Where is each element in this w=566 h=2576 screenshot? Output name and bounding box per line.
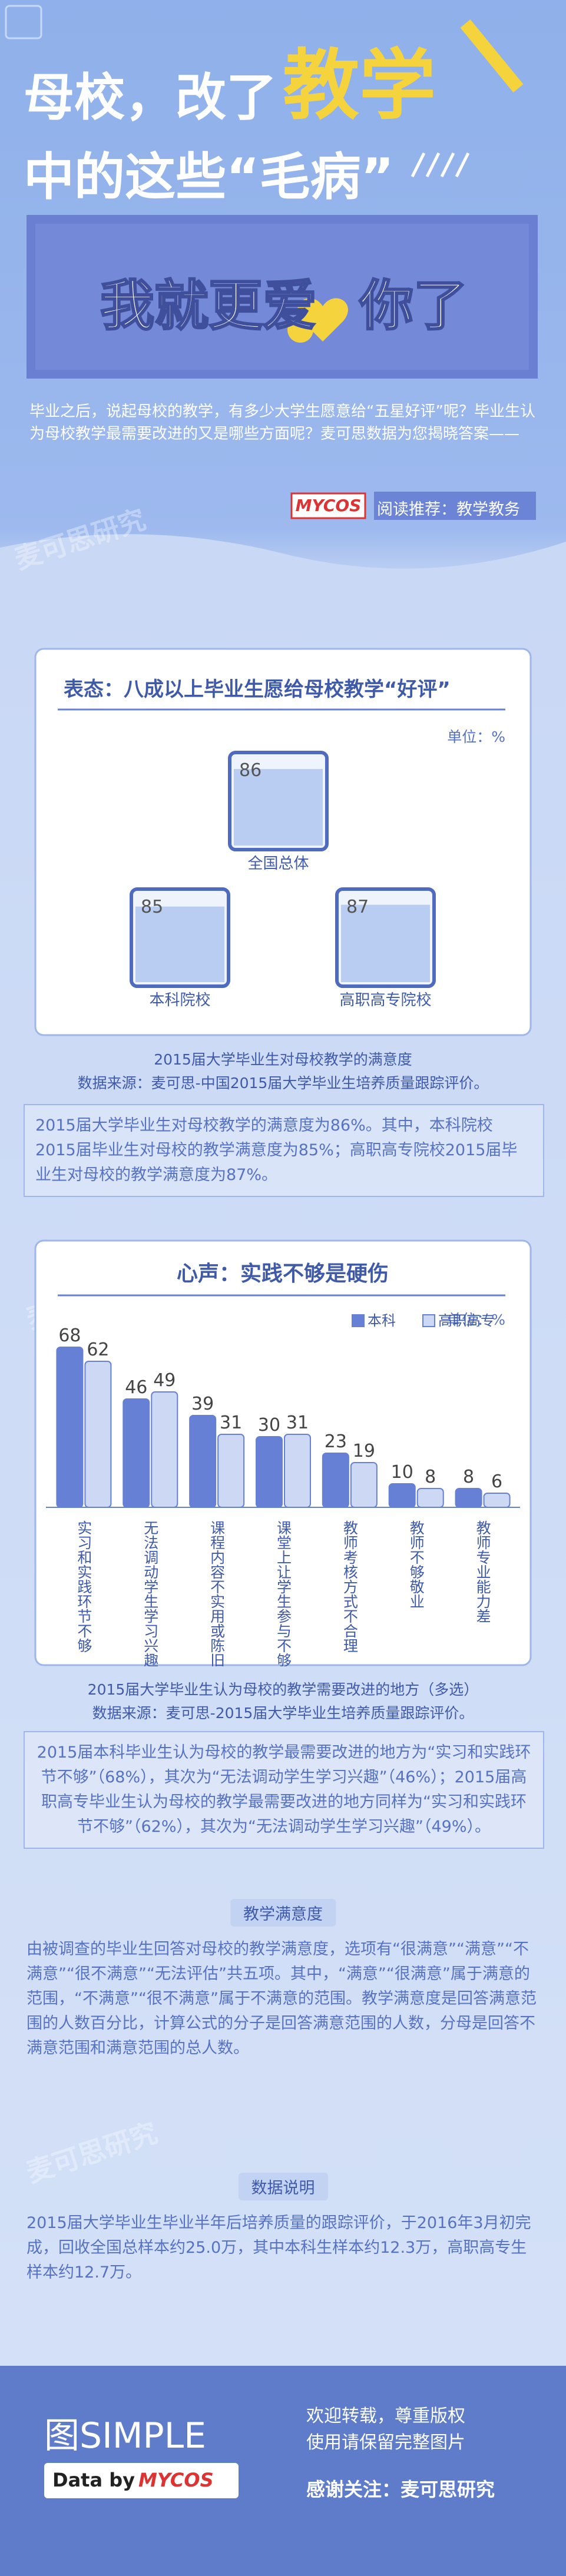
category-label: 高职高专院校 — [339, 992, 431, 1009]
footer-line: 感谢关注：麦可思研究 — [306, 2478, 495, 2501]
bar — [189, 1415, 217, 1508]
title-line2: 中的这些“毛病” — [24, 148, 395, 207]
title-highlight: 教学 — [283, 41, 436, 130]
bar — [256, 1436, 283, 1508]
unit: 单位：% — [447, 728, 505, 745]
bar — [350, 1462, 378, 1508]
badge-bar — [374, 492, 536, 520]
legend-label: 本科 — [368, 1312, 396, 1329]
intro: 毕业之后，说起母校的教学，有多少大学生愿意给“五星好评”呢？毕业生认为母校教学最… — [29, 403, 535, 443]
badge-text: 阅读推荐：教学教务 — [377, 500, 520, 519]
note-text: 由被调查的毕业生回答对母校的教学满意度，选项有“很满意”“满意”“不满意”“很不… — [27, 1940, 537, 2057]
banner-text1: 我就更爱 — [99, 274, 317, 339]
bar — [284, 1434, 311, 1508]
bar — [217, 1434, 245, 1508]
source: 数据来源：麦可思-2015届大学毕业生培养质量跟踪评价。 — [92, 1705, 474, 1722]
bar — [416, 1488, 444, 1508]
footer-line: 使用请保留完整图片 — [306, 2432, 465, 2453]
summary: 2015届大学毕业生对母校教学的满意度为86%。其中，本科院校2015届毕业生对… — [24, 1104, 544, 1197]
footer: 图SIMPLE Data by MYCOS 欢迎转载，尊重版权 使用请保留完整图… — [0, 2366, 566, 2576]
category-label: 教师专业能力差 — [474, 1520, 491, 1623]
watermark: 麦可思研究 — [22, 2116, 161, 2189]
pencil — [460, 19, 524, 92]
value-label: 49 — [153, 1370, 176, 1391]
footer-line: 欢迎转载，尊重版权 — [306, 2406, 465, 2426]
note-title: 教学满意度 — [230, 1899, 336, 1927]
glass-water — [135, 906, 224, 982]
bar — [84, 1361, 112, 1508]
glass — [228, 751, 329, 851]
value-label: 62 — [87, 1340, 109, 1360]
value-label: 85 — [141, 897, 163, 917]
banner-inner — [35, 224, 529, 370]
category-label: 本科院校 — [149, 992, 210, 1009]
smiley — [287, 317, 313, 343]
caption: 2015届大学毕业生认为母校的教学需要改进的地方（多选） — [87, 1681, 479, 1698]
footer-data-by: Data by — [52, 2469, 135, 2491]
value-label: 31 — [286, 1413, 309, 1433]
glass — [335, 887, 436, 988]
chart-title: 心声：实践不够是硬伤 — [177, 1262, 389, 1286]
value-label: 68 — [58, 1325, 81, 1346]
category-label: 课堂上让学生参与不够 — [275, 1520, 292, 1666]
caption: 2015届大学毕业生对母校教学的满意度 — [154, 1051, 412, 1068]
bar — [388, 1483, 416, 1508]
glass-water — [234, 769, 323, 846]
legend-label: 高职高专 — [438, 1312, 495, 1329]
glass — [130, 887, 230, 988]
footer-brand: 图SIMPLE — [44, 2415, 207, 2456]
value-label: 6 — [491, 1471, 502, 1492]
bar — [483, 1493, 511, 1508]
footer-logo: MYCOS — [138, 2469, 214, 2491]
header-art — [0, 5, 566, 595]
value-label: 86 — [239, 760, 262, 781]
value-label: 10 — [391, 1462, 413, 1483]
value-label: 8 — [463, 1467, 474, 1487]
unit: 单位：% — [447, 1311, 505, 1328]
value-label: 23 — [325, 1431, 347, 1452]
summary: 2015届本科毕业生认为母校的教学最需要改进的地方为“实习和实践环节不够”（68… — [24, 1731, 544, 1849]
category-label: 教师考核方式不合理 — [341, 1520, 358, 1653]
badge-logo-box — [290, 492, 366, 519]
note-text: 2015届大学毕业生毕业半年后培养质量的跟踪评价，于2016年3月初完成，回收全… — [27, 2214, 531, 2282]
category-label: 教师不够敬业 — [408, 1520, 425, 1609]
legend-swatch — [352, 1314, 365, 1327]
value-label: 87 — [346, 897, 369, 917]
chart-satisfaction: 表态：八成以上毕业生愿给母校教学“好评” 单位：% 86 全国总体 85 本科院校 87… — [34, 648, 532, 1036]
category-label: 实习和实践环节不够 — [75, 1520, 92, 1653]
decor-slashes — [411, 152, 470, 178]
card — [34, 1239, 532, 1666]
glass-water — [341, 904, 430, 982]
bar — [56, 1347, 84, 1508]
source: 数据来源：麦可思-中国2015届大学毕业生培养质量跟踪评价。 — [77, 1075, 489, 1092]
note-title: 数据说明 — [238, 2173, 328, 2200]
category-label: 无法调动学生学习兴趣 — [142, 1520, 159, 1666]
wave — [0, 534, 566, 595]
bar — [123, 1398, 150, 1508]
bar — [322, 1453, 349, 1508]
decor-icon — [5, 5, 42, 39]
value-label: 30 — [258, 1415, 280, 1435]
category-label: 课程内容不实用或陈旧 — [208, 1520, 226, 1666]
footer-logo-box: Data by MYCOS — [44, 2463, 239, 2498]
badge-logo: MYCOS — [295, 496, 362, 515]
value-label: 39 — [191, 1394, 214, 1414]
value-label: 8 — [425, 1467, 436, 1487]
bar — [151, 1391, 178, 1508]
heart — [297, 298, 348, 342]
banner-text2: 你了 — [358, 274, 468, 339]
category-label: 全国总体 — [247, 855, 309, 873]
title-part1: 母校，改了 — [24, 68, 277, 127]
value-label: 46 — [125, 1377, 147, 1398]
value-label: 19 — [353, 1441, 375, 1461]
bar — [455, 1488, 482, 1508]
chart-title: 表态：八成以上毕业生愿给母校教学“好评” — [64, 678, 451, 701]
value-label: 31 — [220, 1413, 242, 1433]
legend-swatch — [422, 1314, 435, 1327]
